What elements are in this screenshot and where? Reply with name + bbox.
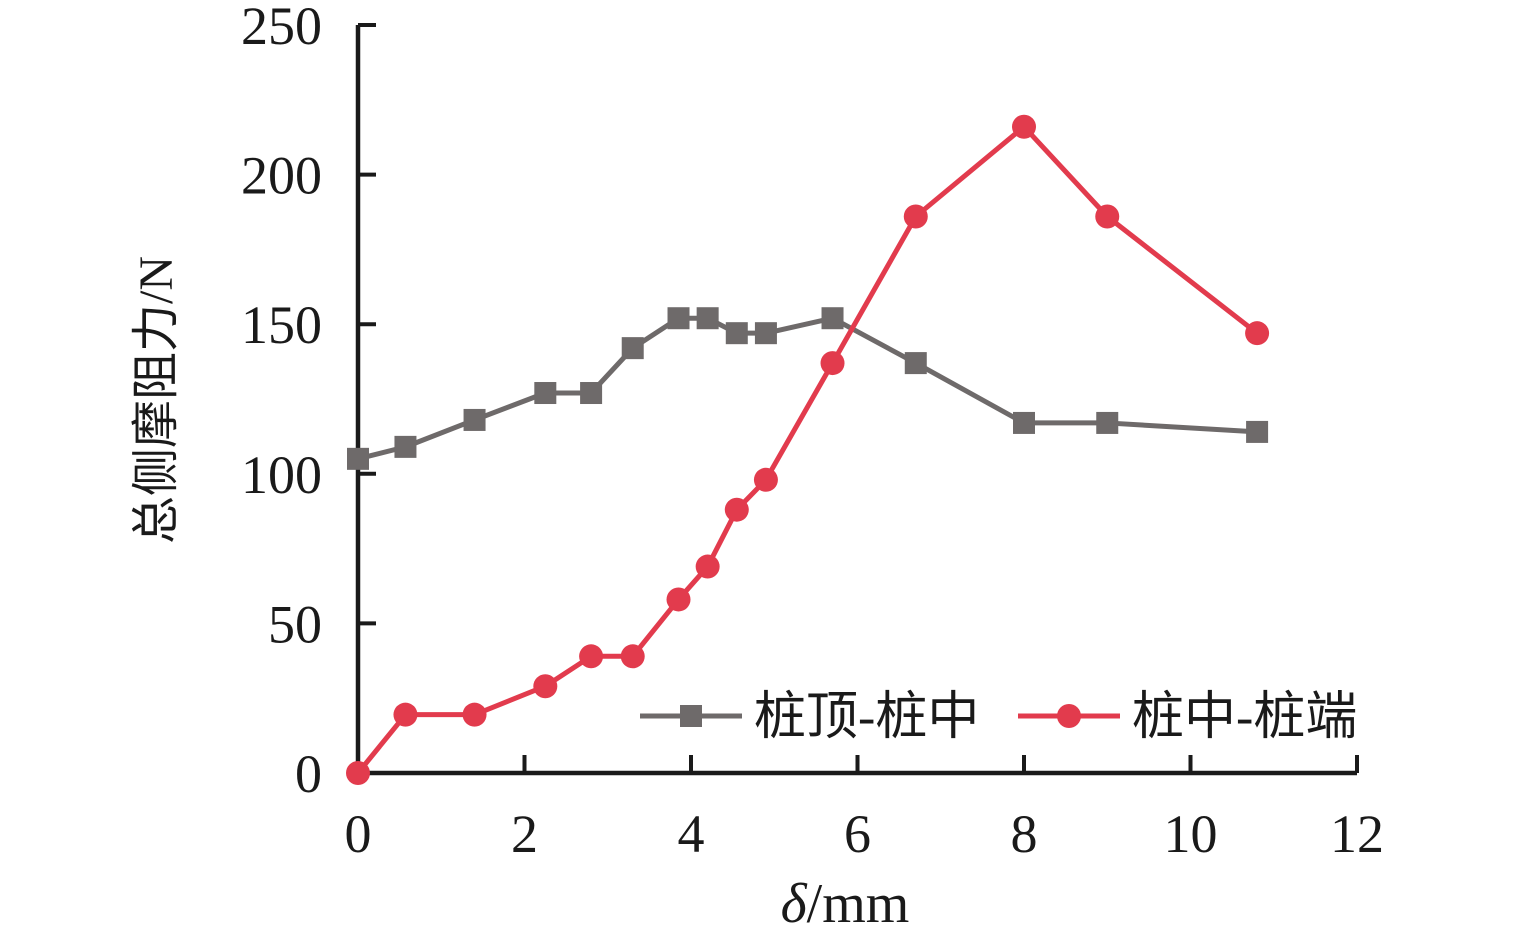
legend-item-2: 桩中-桩端 xyxy=(1018,689,1357,746)
circle-marker xyxy=(1095,204,1120,229)
y-axis-title: 总侧摩阻力/N xyxy=(130,256,183,544)
x-tick-label: 2 xyxy=(511,804,538,864)
square-marker xyxy=(534,382,557,405)
axes: 0 2 4 6 8 10 12 0 50 100 150 200 250 xyxy=(241,0,1384,864)
circle-marker xyxy=(533,674,558,699)
x-tick-label: 6 xyxy=(844,804,871,864)
x-tick-label: 12 xyxy=(1330,804,1384,864)
circle-marker xyxy=(903,204,928,229)
square-marker xyxy=(1013,411,1035,434)
square-marker xyxy=(754,322,777,345)
square-marker xyxy=(1096,411,1119,434)
x-axis-title-symbol: δ xyxy=(781,873,808,935)
circle-marker xyxy=(393,702,418,727)
series-2 xyxy=(346,114,1270,785)
y-tick-label: 50 xyxy=(268,594,322,654)
square-marker xyxy=(463,408,486,431)
square-marker xyxy=(667,307,690,330)
circle-marker xyxy=(1012,114,1036,139)
x-tick-label: 4 xyxy=(678,804,705,864)
legend-label: 桩顶-桩中 xyxy=(754,689,979,746)
square-marker xyxy=(725,322,748,345)
circle-marker xyxy=(695,554,720,579)
series-line-2 xyxy=(356,124,1259,775)
square-marker xyxy=(621,337,644,360)
y-tick-label: 100 xyxy=(241,445,322,505)
series-lines xyxy=(346,114,1270,785)
x-tick-label: 10 xyxy=(1164,804,1218,864)
x-tick-label: 8 xyxy=(1011,804,1038,864)
y-tick-label: 250 xyxy=(241,0,322,56)
square-marker xyxy=(394,435,417,458)
square-marker xyxy=(821,307,844,330)
y-tick-label: 150 xyxy=(241,295,322,355)
circle-marker xyxy=(620,644,645,669)
circle-marker xyxy=(724,497,749,522)
legend-square-marker xyxy=(680,705,702,727)
circle-marker xyxy=(666,587,691,612)
legend-item-1: 桩顶-桩中 xyxy=(640,689,979,746)
series-1 xyxy=(347,307,1269,470)
square-marker xyxy=(347,447,369,470)
y-tick-label: 0 xyxy=(295,744,322,804)
square-marker xyxy=(1246,420,1269,443)
x-axis-title-unit: /mm xyxy=(807,873,910,935)
circle-marker xyxy=(1245,321,1270,346)
circle-marker xyxy=(462,702,487,727)
circle-marker xyxy=(820,351,845,376)
x-tick-label: 0 xyxy=(345,804,372,864)
legend-label: 桩中-桩端 xyxy=(1132,689,1357,746)
legend: 桩顶-桩中 桩中-桩端 xyxy=(640,689,1357,746)
square-marker xyxy=(696,307,719,330)
square-marker xyxy=(904,352,927,375)
x-axis-title: δ/mm xyxy=(781,873,910,935)
series-line-1 xyxy=(357,315,1258,462)
circle-marker xyxy=(753,467,778,492)
legend-circle-marker xyxy=(1057,704,1081,728)
y-tick-label: 200 xyxy=(241,146,322,206)
circle-marker xyxy=(346,761,370,785)
circle-marker xyxy=(579,644,604,669)
square-marker xyxy=(580,382,603,405)
